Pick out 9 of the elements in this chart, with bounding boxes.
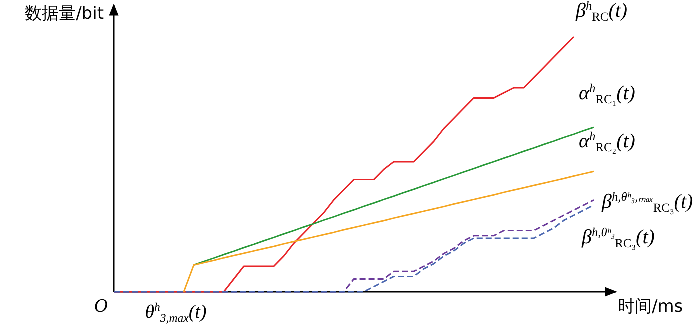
series-label: α$^{h}$$_{RC₁}$(t) [579, 82, 636, 106]
series-label: β$^{h,θʰ₃}$$_{RC₃}$(t) [581, 226, 656, 250]
series-label: β$^{h,θʰ₃,ₘₐₓ}$$_{RC₃}$(t) [601, 190, 694, 215]
series-label: β$^{h}$$_{RC}$(t) [575, 0, 628, 24]
x-axis-title: 时间/ms [618, 297, 684, 317]
text: θ$^{h}$$_{3,max}$(t) [145, 301, 207, 325]
y-axis-title: 数据量/bit [25, 4, 104, 24]
series-label: α$^{h}$$_{RC₂}$(t) [579, 130, 636, 154]
text: O [94, 296, 108, 317]
